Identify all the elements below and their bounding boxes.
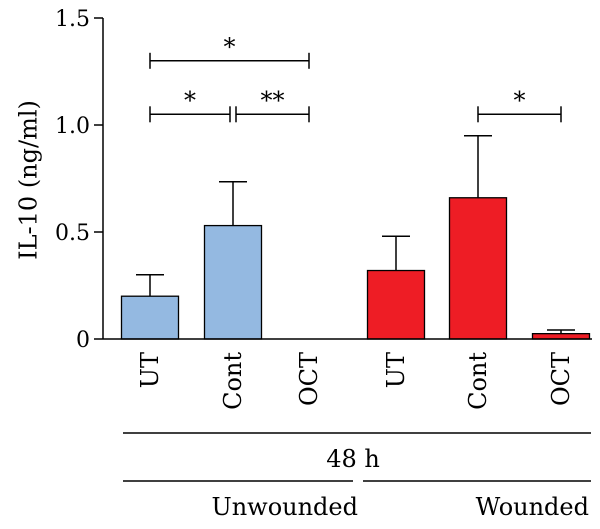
group-annotations: 48 h Unwounded Wounded: [123, 432, 591, 521]
significance-brackets: ** ** *: [149, 33, 562, 123]
x-tick-label: Cont: [219, 352, 247, 410]
y-ticks: 0 0.5 1.0 1.5: [55, 7, 103, 353]
y-tick-label: 0.5: [55, 221, 90, 246]
bar: [531, 332, 591, 340]
bar: [120, 295, 180, 340]
bars: [120, 197, 591, 340]
x-tick-label: UT: [382, 352, 410, 388]
time-label: 48 h: [326, 445, 380, 473]
x-tick-label: UT: [136, 352, 164, 388]
y-tick-label: 1.0: [55, 114, 90, 139]
group-label-unwounded: Unwounded: [211, 493, 358, 521]
y-axis: [102, 18, 592, 340]
x-tick-label: OCT: [295, 352, 323, 406]
x-tick-labels: UT Cont OCT UT Cont OCT: [136, 352, 575, 410]
significance-label: *: [514, 86, 526, 114]
significance-bracket: *: [149, 86, 231, 123]
significance-bracket: *: [477, 86, 562, 123]
significance-label: *: [224, 33, 236, 61]
y-axis-label: IL-10 (ng/ml): [14, 100, 42, 260]
error-bars: [136, 134, 575, 334]
group-label-wounded: Wounded: [476, 493, 589, 521]
y-tick-label: 1.5: [55, 7, 90, 32]
significance-bracket: *: [149, 33, 310, 69]
x-tick-label: OCT: [547, 352, 575, 406]
significance-bracket: **: [235, 86, 310, 123]
bar: [448, 197, 508, 340]
x-tick-label: Cont: [464, 352, 492, 410]
bar: [366, 269, 426, 340]
bar: [203, 224, 263, 340]
significance-label: *: [184, 86, 196, 114]
significance-label: **: [261, 86, 285, 114]
y-tick-label: 0: [76, 328, 90, 353]
